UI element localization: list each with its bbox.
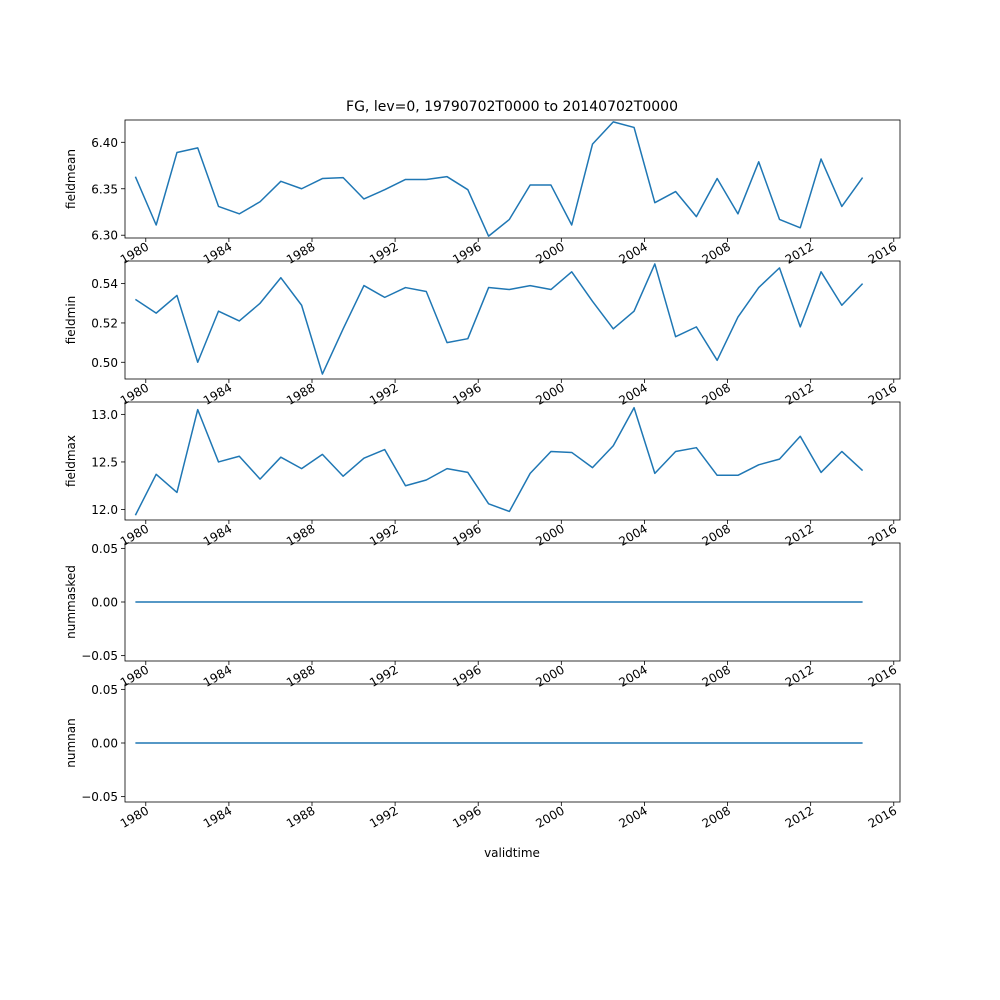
y-tick-label: 13.0 — [91, 408, 118, 422]
axes-frame-fieldmean — [124, 119, 901, 239]
y-tick-label: −0.05 — [81, 649, 118, 663]
x-axis-label: validtime — [484, 846, 540, 860]
y-tick-label: 0.05 — [91, 683, 118, 697]
y-tick-label: 0.00 — [91, 737, 118, 751]
y-tick-label: 0.54 — [91, 277, 118, 291]
figure-title: FG, lev=0, 19790702T0000 to 20140702T000… — [346, 99, 678, 115]
series-line-fieldmax — [134, 406, 864, 516]
y-axis-label: numnan — [64, 718, 78, 767]
y-tick-label: 0.05 — [91, 542, 118, 556]
y-tick-label: −0.05 — [81, 790, 118, 804]
y-tick-label: 0.50 — [91, 356, 118, 370]
y-axis-label: fieldmax — [64, 435, 78, 487]
y-axis-label: nummasked — [64, 565, 78, 639]
series-line-fieldmin — [134, 263, 864, 375]
y-tick-label: 12.5 — [91, 455, 118, 469]
y-tick-label: 0.52 — [91, 316, 118, 330]
series-line-fieldmean — [134, 121, 864, 237]
y-axis-label: fieldmean — [64, 149, 78, 209]
axes-frame-fieldmax — [124, 401, 901, 521]
axes-frame-fieldmin — [124, 260, 901, 380]
y-tick-label: 0.00 — [91, 596, 118, 610]
y-tick-label: 12.0 — [91, 503, 118, 517]
y-axis-label: fieldmin — [64, 296, 78, 345]
y-tick-label: 6.35 — [91, 182, 118, 196]
y-tick-label: 6.40 — [91, 136, 118, 150]
y-tick-label: 6.30 — [91, 229, 118, 243]
